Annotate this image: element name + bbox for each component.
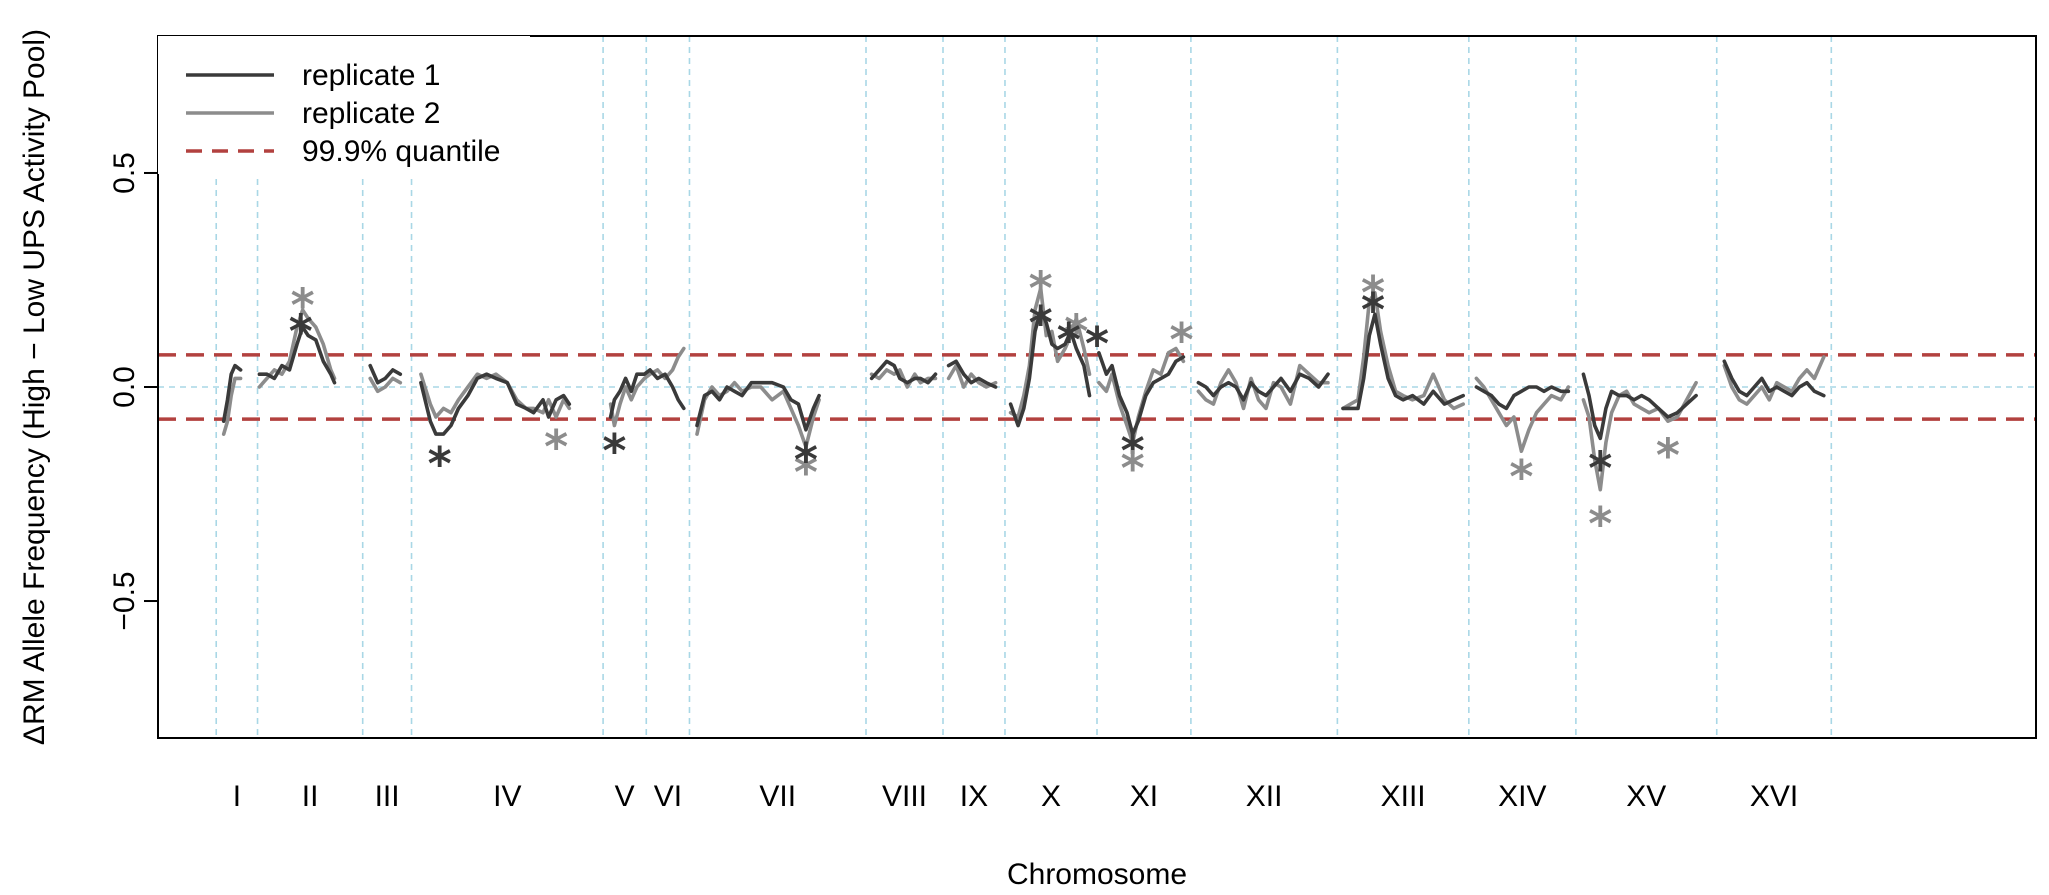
significance-asterisk: * — [794, 433, 818, 487]
chromosome-label: XVI — [1750, 780, 1798, 813]
significance-asterisk: * — [1085, 317, 1109, 371]
series-line-replicate-2 — [1722, 355, 1826, 406]
significance-asterisk: * — [1121, 424, 1145, 478]
x-axis-title: Chromosome — [1007, 858, 1187, 891]
series-line-replicate-2 — [946, 363, 998, 389]
chromosome-label: X — [1041, 780, 1061, 813]
y-tick-label: 0.5 — [108, 152, 141, 194]
series-line-replicate-2 — [1341, 291, 1465, 411]
y-tick-label: 0.0 — [108, 366, 141, 408]
chromosome-label: XV — [1626, 780, 1666, 813]
series-line-replicate-1 — [1196, 372, 1330, 402]
chromosome-label: IV — [493, 780, 521, 813]
grid-layer — [158, 36, 2036, 738]
chromosome-label: VII — [759, 780, 796, 813]
significance-asterisk: * — [1656, 428, 1680, 482]
chromosome-label: VIII — [882, 780, 927, 813]
significance-asterisk: * — [602, 424, 626, 478]
series-line-replicate-1 — [695, 380, 821, 432]
significance-asterisk: * — [428, 437, 452, 491]
series-line-replicate-2 — [419, 372, 572, 419]
significance-asterisk: * — [1029, 262, 1053, 316]
series-line-replicate-2 — [1474, 376, 1571, 453]
series-line-replicate-2 — [608, 346, 686, 428]
threshold-layer — [158, 353, 2036, 421]
y-tick-label: −0.5 — [108, 571, 141, 630]
significance-asterisk: * — [1029, 296, 1053, 350]
series-line-replicate-1 — [1722, 359, 1826, 398]
series-line-replicate-1 — [221, 363, 243, 423]
chromosome-label: XIV — [1498, 780, 1546, 813]
series-line-replicate-2 — [695, 380, 821, 449]
significance-asterisk: * — [544, 420, 568, 474]
chromosome-label: XII — [1246, 780, 1283, 813]
series-line-replicate-1 — [1341, 312, 1465, 411]
significance-asterisk: * — [289, 304, 313, 358]
series-line-replicate-1 — [1097, 351, 1186, 436]
chromosome-label: V — [615, 780, 635, 813]
y-axis-title: ΔRM Allele Frequency (High − Low UPS Act… — [18, 29, 51, 745]
series-line-replicate-1 — [869, 359, 938, 385]
series-line-replicate-2 — [257, 308, 337, 389]
x-axis: I II III IV V VI VII VIII IX X XI XII XIII XIV XV XVI — [233, 780, 1798, 813]
significance-asterisk: * — [1057, 313, 1081, 367]
series-line-replicate-1 — [608, 368, 686, 419]
legend: replicate 1 replicate 2 99.9% quantile — [158, 36, 530, 174]
significance-asterisk: * — [291, 279, 315, 333]
significance-asterisk: * — [794, 446, 818, 500]
significance-asterisk: * — [1588, 441, 1612, 495]
legend-label: replicate 2 — [302, 97, 440, 130]
chromosome-label: III — [375, 780, 400, 813]
series-line-replicate-1 — [419, 372, 572, 436]
significance-asterisk: * — [1361, 266, 1385, 320]
chromosome-label: I — [233, 780, 241, 813]
series-line-replicate-2 — [221, 376, 243, 436]
chromosome-label: VI — [654, 780, 682, 813]
series-line-replicate-2 — [869, 368, 938, 389]
significance-asterisk: * — [1121, 441, 1145, 495]
significance-asterisk: * — [1361, 283, 1385, 337]
y-axis: −0.5 0.0 0.5 — [108, 152, 159, 631]
series-line-replicate-1 — [946, 359, 998, 389]
chromosome-label: IX — [960, 780, 988, 813]
chromosome-label: XIII — [1381, 780, 1426, 813]
series-line-replicate-1 — [1008, 308, 1092, 428]
series-line-replicate-1 — [1581, 372, 1698, 441]
legend-label: replicate 1 — [302, 59, 440, 92]
series-line-replicate-2 — [368, 376, 403, 394]
significance-asterisk: * — [1588, 497, 1612, 551]
series-line-replicate-1 — [368, 363, 403, 385]
series-layer — [221, 286, 1826, 492]
significance-asterisk: * — [1169, 313, 1193, 367]
legend-label: 99.9% quantile — [302, 135, 501, 168]
chromosome-label: II — [302, 780, 319, 813]
series-line-replicate-1 — [1474, 385, 1571, 411]
annotation-layer: *** * * **** ** * ****** *** — [289, 262, 1680, 551]
chromosome-label: XI — [1130, 780, 1158, 813]
significance-asterisk: * — [1064, 304, 1088, 358]
significance-asterisk: * — [1509, 450, 1533, 504]
series-line-replicate-1 — [257, 325, 337, 385]
